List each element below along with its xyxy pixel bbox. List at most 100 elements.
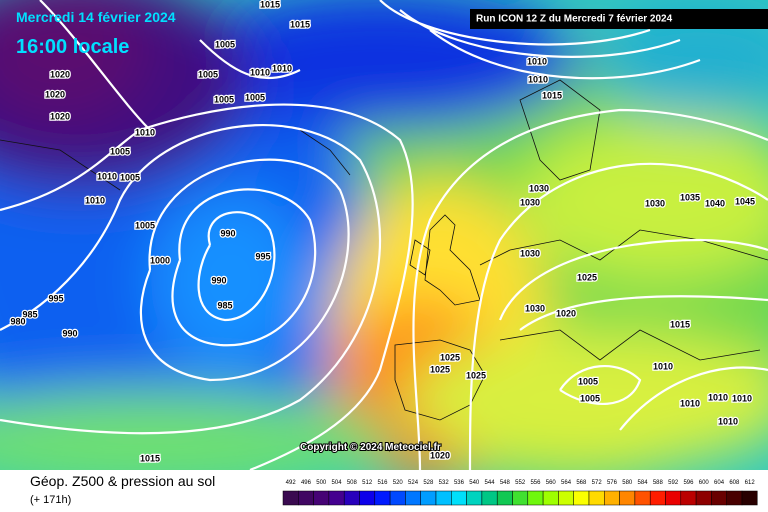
isobar-label: 1005 <box>580 393 600 403</box>
colorbar-label: 532 <box>439 480 450 486</box>
isobar-label: 1030 <box>529 183 549 193</box>
isobar-label: 1025 <box>466 370 486 380</box>
colorbar-label: 556 <box>530 480 541 486</box>
isobar-label: 1010 <box>527 56 547 66</box>
isobar-label: 1005 <box>120 172 140 182</box>
colorbar-label: 564 <box>561 480 572 486</box>
colorbar-cell <box>313 490 330 506</box>
isobar-label: 980 <box>10 316 25 326</box>
isobar-label: 1025 <box>430 364 450 374</box>
colorbar-label: 576 <box>607 480 618 486</box>
colorbar-cell <box>298 490 314 506</box>
colorbar-cell <box>573 490 590 506</box>
isobar-label: 1010 <box>250 67 270 77</box>
colorbar-label: 604 <box>714 480 725 486</box>
colorbar-cell <box>634 490 651 506</box>
colorbar-label: 600 <box>699 480 710 486</box>
colorbar-cell <box>282 490 299 506</box>
isobar-label: 985 <box>217 300 232 310</box>
field <box>0 0 768 470</box>
colorbar-cell <box>741 490 758 506</box>
colorbar-label: 568 <box>576 480 587 486</box>
colorbar-label: 588 <box>653 480 664 486</box>
colorbar-cell <box>680 490 697 506</box>
colorbar-label: 608 <box>729 480 740 486</box>
isobar-label: 990 <box>211 275 226 285</box>
colorbar-label: 552 <box>515 480 526 486</box>
colorbar-label: 580 <box>622 480 633 486</box>
isobar-label: 1030 <box>525 303 545 313</box>
colorbar-cell <box>466 490 483 506</box>
colorbar-label: 560 <box>546 480 557 486</box>
run-box <box>470 9 768 29</box>
colorbar-cell <box>328 490 345 506</box>
footer-lead: (+ 171h) <box>30 494 71 506</box>
isobar-label: 1035 <box>680 192 700 202</box>
isobar-label: 1015 <box>290 19 310 29</box>
colorbar-label: 548 <box>500 480 511 486</box>
colorbar: 492 496 500 504 508 512 516 520 524 528 532 536 540 5… <box>282 480 758 506</box>
colorbar-label: 584 <box>638 480 649 486</box>
isobar-label: 1015 <box>542 90 562 100</box>
isobar-label: 1030 <box>520 197 540 207</box>
run-label: Run ICON 12 Z du Mercredi 7 février 2024 <box>476 14 673 25</box>
isobar-label: 1015 <box>670 319 690 329</box>
map-time: 16:00 locale <box>16 36 129 58</box>
isobar-label: 1005 <box>214 94 234 104</box>
isobar-label: 990 <box>220 228 235 238</box>
colorbar-label: 612 <box>745 480 756 486</box>
isobar-label: 1010 <box>718 416 738 426</box>
isobar-label: 1005 <box>198 69 218 79</box>
isobar-label: 1010 <box>85 195 105 205</box>
colorbar-label: 536 <box>454 480 465 486</box>
colorbar-cell <box>451 490 467 506</box>
isobar-label: 1020 <box>430 450 450 460</box>
colorbar-cell <box>619 490 636 506</box>
isobar-label: 1010 <box>135 127 155 137</box>
isobar-label: 1010 <box>708 392 728 402</box>
isobar-label: 1005 <box>135 220 155 230</box>
isobar-label: 995 <box>48 293 63 303</box>
colorbar-cell <box>389 490 406 506</box>
copyright: Copyright © 2024 Meteociel.fr <box>300 442 441 453</box>
map-title: Mercredi 14 février 2024 <box>16 9 176 25</box>
isobar-label: 1015 <box>260 0 280 9</box>
isobar-label: 1020 <box>556 308 576 318</box>
colorbar-label: 524 <box>408 480 419 486</box>
isobar-label: 1015 <box>140 453 160 463</box>
colorbar-cell <box>726 490 743 506</box>
colorbar-cell <box>359 490 376 506</box>
colorbar-label: 596 <box>683 480 694 486</box>
colorbar-cell <box>711 490 727 506</box>
isobar-label: 1010 <box>680 398 700 408</box>
isobar-label: 1005 <box>578 376 598 386</box>
isobar-label: 1045 <box>735 196 755 206</box>
isobar-label: 1005 <box>245 92 265 102</box>
colorbar-cell <box>496 490 513 506</box>
colorbar-label: 528 <box>423 480 434 486</box>
isobar-label: 1005 <box>110 146 130 156</box>
colorbar-label: 504 <box>332 480 343 486</box>
colorbar-label: 572 <box>592 480 603 486</box>
colorbar-cell <box>512 490 529 506</box>
isobar-label: 1000 <box>150 255 170 265</box>
colorbar-cell <box>527 490 544 506</box>
colorbar-cell <box>604 490 620 506</box>
isobar-label: 1025 <box>440 352 460 362</box>
isobars <box>0 0 768 470</box>
colorbar-cell <box>374 490 391 506</box>
isobar-label: 1010 <box>97 171 117 181</box>
footer-title: Géop. Z500 & pression au sol <box>30 473 215 489</box>
colorbar-label: 516 <box>377 480 388 486</box>
isobar-label: 1020 <box>50 111 70 121</box>
colorbar-label: 592 <box>668 480 679 486</box>
colorbar-cell <box>405 490 421 506</box>
isobar-label: 1020 <box>50 69 70 79</box>
colorbar-cell <box>542 490 559 506</box>
colorbar-label: 492 <box>286 480 297 486</box>
isobar-label: 1020 <box>45 89 65 99</box>
colorbar-cell <box>343 490 360 506</box>
colorbar-label: 508 <box>347 480 358 486</box>
isobar-label: 1040 <box>705 198 725 208</box>
